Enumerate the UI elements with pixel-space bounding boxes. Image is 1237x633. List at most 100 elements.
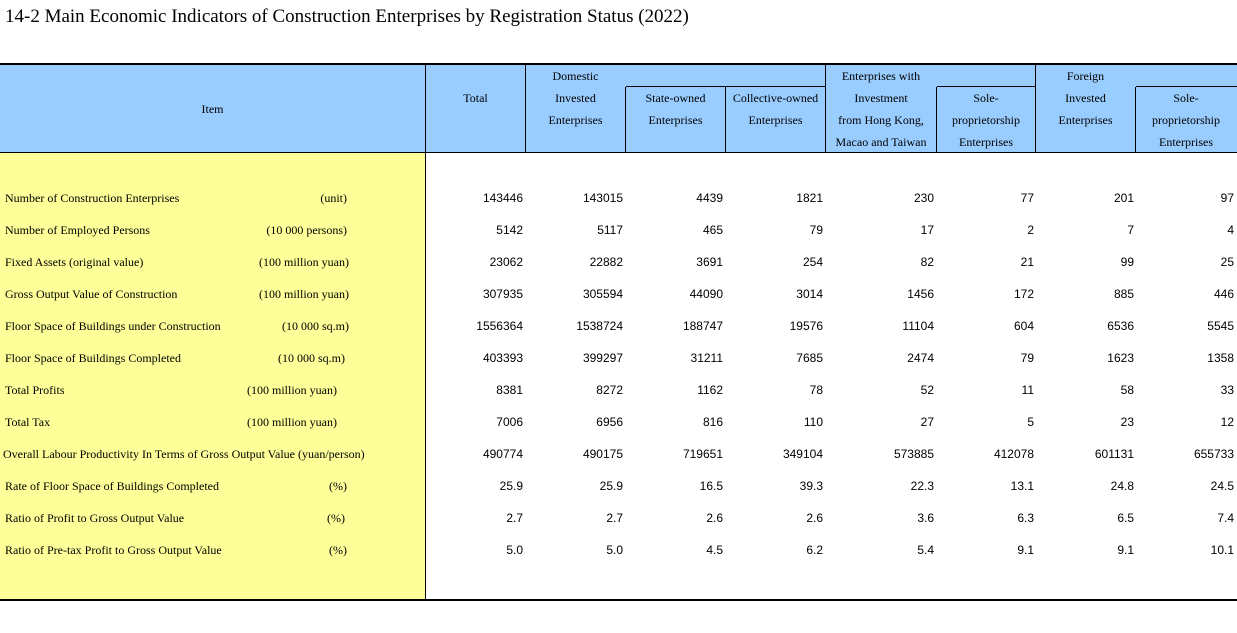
table-cell: 6536: [1107, 319, 1134, 333]
table-cell: 1358: [1207, 351, 1234, 365]
table-cell: 25: [1220, 255, 1234, 269]
header-divider: [1135, 87, 1136, 153]
table-cell: 27: [920, 415, 934, 429]
table-cell: 16.5: [699, 479, 723, 493]
table-cell: 25.9: [599, 479, 623, 493]
indicators-table: Item Total Domestic Invested Enterprises…: [0, 63, 1237, 601]
table-cell: 307935: [482, 287, 523, 301]
table-cell: 58: [1120, 383, 1134, 397]
table-cell: 31211: [690, 351, 723, 365]
table-cell: 8272: [596, 383, 623, 397]
table-cell: 403393: [482, 351, 523, 365]
table-cell: 5142: [496, 223, 523, 237]
table-cell: 21: [1020, 255, 1034, 269]
table-cell: 7.4: [1217, 511, 1234, 525]
table-cell: 8381: [496, 383, 523, 397]
table-cell: 79: [1020, 351, 1034, 365]
row-unit: (100 million yuan): [247, 415, 337, 429]
table-cell: 143015: [582, 191, 623, 205]
table-cell: 412078: [993, 447, 1034, 461]
header-divider: [936, 87, 937, 153]
table-cell: 7685: [796, 351, 823, 365]
row-label: Total Tax: [5, 415, 51, 429]
table-cell: 2.7: [606, 511, 623, 525]
table-cell: 143446: [482, 191, 523, 205]
table-cell: 305594: [582, 287, 623, 301]
table-cell: 3014: [796, 287, 823, 301]
table-cell: 816: [702, 415, 723, 429]
table-cell: 33: [1220, 383, 1234, 397]
table-cell: 5.0: [506, 543, 523, 557]
table-cell: 7: [1127, 223, 1134, 237]
table-cell: 9.1: [1117, 543, 1134, 557]
row-label: Fixed Assets (original value): [5, 255, 144, 269]
table-cell: 3691: [696, 255, 723, 269]
table-cell: 399297: [582, 351, 623, 365]
table-cell: 22882: [589, 255, 623, 269]
table-cell: 2: [1027, 223, 1034, 237]
table-cell: 13.1: [1010, 479, 1034, 493]
table-cell: 52: [920, 383, 934, 397]
table-cell: 77: [1020, 191, 1034, 205]
table-cell: 11: [1021, 383, 1034, 397]
table-cell: 2.6: [706, 511, 723, 525]
row-unit: (%): [329, 479, 347, 493]
table-cell: 11104: [902, 319, 934, 333]
table-cell: 573885: [893, 447, 934, 461]
table-cell: 4439: [696, 191, 723, 205]
row-unit: (unit): [320, 191, 347, 205]
table-cell: 7006: [496, 415, 523, 429]
header-divider: [425, 65, 426, 153]
table-cell: 604: [1013, 319, 1034, 333]
table-cell: 349104: [782, 447, 823, 461]
table-cell: 39.3: [799, 479, 823, 493]
table-cell: 1456: [907, 287, 934, 301]
table-cell: 3.6: [917, 511, 934, 525]
table-cell: 24.8: [1110, 479, 1134, 493]
table-cell: 5: [1027, 415, 1034, 429]
table-cell: 78: [809, 383, 823, 397]
header-divider: [626, 86, 825, 87]
table-cell: 1623: [1107, 351, 1134, 365]
table-cell: 885: [1113, 287, 1134, 301]
table-cell: 1538724: [576, 319, 623, 333]
table-cell: 10.1: [1210, 543, 1234, 557]
row-unit: (100 million yuan): [259, 287, 349, 301]
table-cell: 19576: [789, 319, 823, 333]
table-cell: 99: [1120, 255, 1134, 269]
table-cell: 79: [809, 223, 823, 237]
table-cell: 110: [803, 415, 823, 429]
row-unit: (10 000 persons): [266, 223, 347, 237]
row-unit: (%): [329, 543, 347, 557]
row-label: Gross Output Value of Construction: [5, 287, 178, 301]
table-cell: 6.3: [1017, 511, 1034, 525]
table-cell: 6.5: [1117, 511, 1134, 525]
table-cell: 254: [802, 255, 823, 269]
header-divider: [525, 65, 526, 153]
table-cell: 44090: [689, 287, 723, 301]
table-header: Item Total Domestic Invested Enterprises…: [0, 63, 1237, 153]
header-item: Item: [201, 102, 224, 116]
table-cell: 1821: [796, 191, 823, 205]
table-cell: 719651: [682, 447, 723, 461]
table-cell: 6.2: [806, 543, 823, 557]
row-unit: (%): [327, 511, 345, 525]
header-divider: [825, 65, 826, 153]
table-cell: 230: [913, 191, 934, 205]
table-bottom-rule: [0, 599, 1237, 601]
row-label: Rate of Floor Space of Buildings Complet…: [5, 479, 219, 493]
table-cell: 97: [1220, 191, 1234, 205]
header-total: Total: [463, 91, 488, 105]
header-divider: [725, 87, 726, 153]
table-cell: 4: [1227, 223, 1234, 237]
table-cell: 1162: [697, 383, 723, 397]
header-divider: [937, 86, 1035, 87]
row-unit: (100 million yuan): [247, 383, 337, 397]
table-cell: 5117: [597, 223, 623, 237]
page-title: 14-2 Main Economic Indicators of Constru…: [5, 6, 689, 27]
row-label: Floor Space of Buildings Completed: [5, 351, 181, 365]
table-cell: 25.9: [499, 479, 523, 493]
table-cell: 4.5: [706, 543, 723, 557]
table-cell: 82: [920, 255, 934, 269]
table-cell: 2.6: [806, 511, 823, 525]
